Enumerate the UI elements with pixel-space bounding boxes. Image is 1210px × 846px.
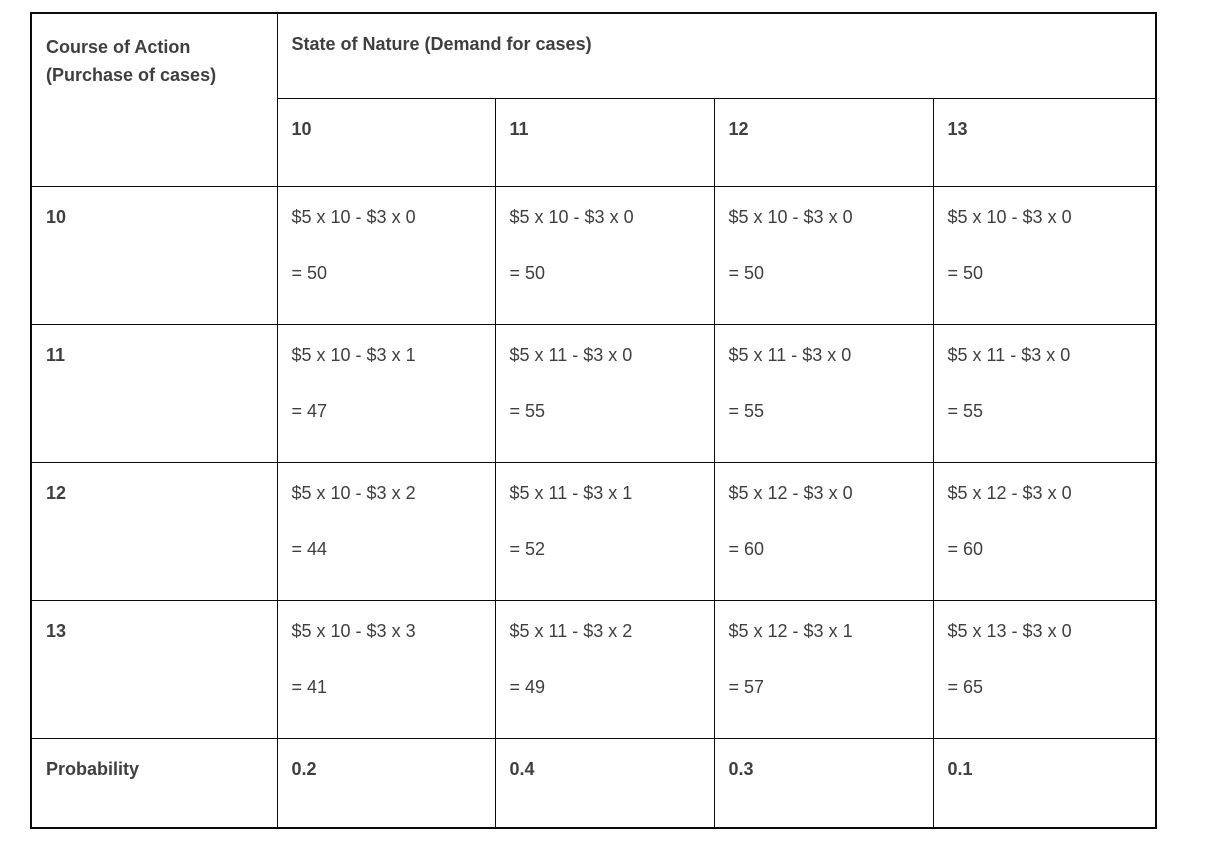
corner-header-course-of-action: Course of Action (Purchase of cases) — [30, 12, 278, 187]
payoff-formula: $5 x 11 - $3 x 0 — [509, 344, 633, 365]
payoff-cell: $5 x 11 - $3 x 0 = 55 — [932, 323, 1157, 463]
header-row-group: Course of Action (Purchase of cases) Sta… — [30, 12, 1157, 187]
probability-value-12: 0.3 — [713, 737, 934, 829]
row-label-10: 10 — [30, 185, 278, 325]
payoff-cell: $5 x 11 - $3 x 1 = 52 — [494, 461, 715, 601]
payoff-cell: $5 x 11 - $3 x 2 = 49 — [494, 599, 715, 739]
payoff-cell: $5 x 10 - $3 x 2 = 44 — [276, 461, 496, 601]
payoff-result: = 50 — [728, 263, 765, 284]
demand-column-header-12: 12 — [713, 97, 934, 187]
table-row-purchase-11: 11 $5 x 10 - $3 x 1 = 47 $5 x 11 - $3 x … — [30, 323, 1157, 463]
payoff-result: = 50 — [291, 263, 328, 284]
payoff-result: = 44 — [291, 539, 328, 560]
payoff-formula: $5 x 13 - $3 x 0 — [947, 620, 1072, 641]
payoff-cell: $5 x 10 - $3 x 0 = 50 — [713, 185, 934, 325]
demand-column-header-10: 10 — [276, 97, 496, 187]
payoff-cell: $5 x 11 - $3 x 0 = 55 — [494, 323, 715, 463]
payoff-cell: $5 x 12 - $3 x 0 = 60 — [713, 461, 934, 601]
payoff-result: = 50 — [509, 263, 546, 284]
payoff-result: = 50 — [947, 263, 984, 284]
payoff-formula: $5 x 10 - $3 x 2 — [291, 482, 416, 503]
payoff-formula: $5 x 11 - $3 x 2 — [509, 620, 633, 641]
payoff-formula: $5 x 10 - $3 x 3 — [291, 620, 416, 641]
payoff-result: = 60 — [728, 539, 765, 560]
payoff-cell: $5 x 10 - $3 x 1 = 47 — [276, 323, 496, 463]
demand-column-header-11: 11 — [494, 97, 715, 187]
payoff-formula: $5 x 12 - $3 x 0 — [947, 482, 1072, 503]
payoff-formula: $5 x 11 - $3 x 0 — [947, 344, 1071, 365]
payoff-result: = 52 — [509, 539, 546, 560]
table-row-purchase-10: 10 $5 x 10 - $3 x 0 = 50 $5 x 10 - $3 x … — [30, 185, 1157, 325]
table-row-probability: Probability 0.2 0.4 0.3 0.1 — [30, 737, 1157, 829]
payoff-cell: $5 x 12 - $3 x 0 = 60 — [932, 461, 1157, 601]
payoff-cell: $5 x 10 - $3 x 0 = 50 — [494, 185, 715, 325]
payoff-result: = 47 — [291, 401, 328, 422]
header-row-demand: 10 11 12 13 — [31, 97, 1157, 187]
probability-label: Probability — [30, 737, 278, 829]
payoff-cell: $5 x 13 - $3 x 0 = 65 — [932, 599, 1157, 739]
payoff-result: = 55 — [728, 401, 765, 422]
payoff-result: = 57 — [728, 677, 765, 698]
row-label-12: 12 — [30, 461, 278, 601]
payoff-result: = 55 — [509, 401, 546, 422]
payoff-result: = 65 — [947, 677, 984, 698]
payoff-formula: $5 x 12 - $3 x 0 — [728, 482, 853, 503]
payoff-result: = 55 — [947, 401, 984, 422]
payoff-result: = 49 — [509, 677, 546, 698]
demand-column-header-13: 13 — [932, 97, 1157, 187]
payoff-table: Course of Action (Purchase of cases) Sta… — [30, 12, 1158, 829]
payoff-formula: $5 x 10 - $3 x 0 — [728, 206, 853, 227]
payoff-formula: $5 x 11 - $3 x 0 — [728, 344, 852, 365]
row-label-11: 11 — [30, 323, 278, 463]
probability-value-10: 0.2 — [276, 737, 496, 829]
payoff-cell: $5 x 10 - $3 x 3 = 41 — [276, 599, 496, 739]
payoff-formula: $5 x 10 - $3 x 0 — [291, 206, 416, 227]
payoff-cell: $5 x 10 - $3 x 0 = 50 — [276, 185, 496, 325]
probability-value-13: 0.1 — [932, 737, 1157, 829]
payoff-cell: $5 x 11 - $3 x 0 = 55 — [713, 323, 934, 463]
state-of-nature-header: State of Nature (Demand for cases) — [276, 12, 1157, 99]
payoff-formula: $5 x 11 - $3 x 1 — [509, 482, 633, 503]
payoff-formula: $5 x 10 - $3 x 0 — [947, 206, 1072, 227]
row-label-13: 13 — [30, 599, 278, 739]
payoff-cell: $5 x 12 - $3 x 1 = 57 — [713, 599, 934, 739]
payoff-result: = 60 — [947, 539, 984, 560]
payoff-cell: $5 x 10 - $3 x 0 = 50 — [932, 185, 1157, 325]
table-row-purchase-13: 13 $5 x 10 - $3 x 3 = 41 $5 x 11 - $3 x … — [30, 599, 1157, 739]
probability-value-11: 0.4 — [494, 737, 715, 829]
payoff-result: = 41 — [291, 677, 328, 698]
payoff-formula: $5 x 10 - $3 x 0 — [509, 206, 634, 227]
payoff-formula: $5 x 12 - $3 x 1 — [728, 620, 853, 641]
table-row-purchase-12: 12 $5 x 10 - $3 x 2 = 44 $5 x 11 - $3 x … — [30, 461, 1157, 601]
payoff-formula: $5 x 10 - $3 x 1 — [291, 344, 416, 365]
